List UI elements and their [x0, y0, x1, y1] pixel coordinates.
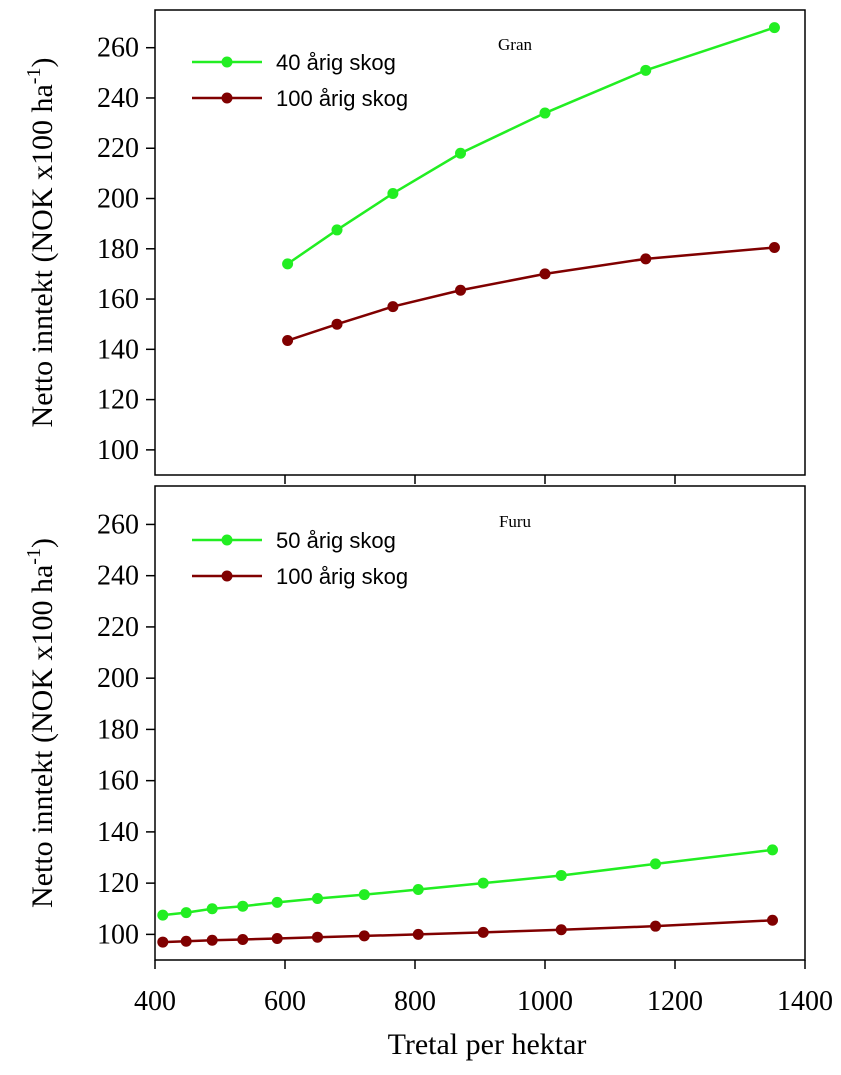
y-tick-label: 260 [97, 33, 139, 64]
y-axis-title-sup: -1 [23, 548, 45, 565]
x-tick-label: 1000 [517, 986, 573, 1017]
data-point [206, 934, 218, 946]
y-tick-label: 100 [97, 435, 139, 466]
data-point [331, 318, 343, 330]
data-point [358, 930, 370, 942]
data-point [768, 22, 780, 34]
x-tick-label: 1400 [777, 986, 833, 1017]
panel-2: 100 120 140 160 180 200 220 240 260 400 600 800 1000… [23, 485, 833, 1061]
data-point [312, 893, 323, 905]
y-tick-label: 240 [97, 83, 139, 114]
y-tick-label: 140 [97, 334, 139, 365]
data-point [387, 301, 399, 313]
x-axis-title: Tretal per hektar [388, 1028, 587, 1061]
legend-marker [221, 92, 233, 104]
data-point [237, 900, 249, 912]
y-tick-label: 220 [97, 612, 139, 643]
x-tick-label: 400 [134, 986, 176, 1017]
data-point [455, 284, 466, 296]
data-point [206, 903, 218, 915]
x-tick-label: 1200 [647, 986, 703, 1017]
panel-title: Gran [498, 35, 532, 54]
data-point [650, 858, 661, 870]
legend-label: 100 årig skog [276, 564, 408, 589]
y-tick-label: 200 [97, 663, 139, 694]
y-tick-label: 260 [97, 509, 139, 540]
data-point [271, 896, 283, 908]
data-point [282, 258, 294, 270]
data-point [640, 64, 652, 76]
y-axis-title-main: Netto inntekt (NOK x100 ha [26, 565, 59, 908]
legend-marker [221, 534, 233, 546]
series-line-2 [287, 246, 775, 342]
data-point [539, 268, 551, 280]
x-tick-label: 800 [394, 986, 436, 1017]
panel-1: 100 120 140 160 180 200 220 240 260 Gran Netto inn… [23, 9, 806, 484]
y-tick-label: 220 [97, 133, 139, 164]
y-axis-title-main: Netto inntekt (NOK x100 ha [26, 84, 59, 427]
data-point [282, 335, 294, 347]
legend-marker [221, 56, 233, 68]
data-point [640, 253, 652, 265]
panel-title: Furu [499, 512, 532, 531]
data-point [455, 147, 466, 159]
y-tick-label: 200 [97, 184, 139, 215]
y-axis-title-close: ) [26, 58, 59, 68]
data-point [237, 934, 249, 946]
legend-label: 50 årig skog [276, 528, 396, 553]
data-point [180, 907, 192, 919]
legend-label: 100 årig skog [276, 86, 408, 111]
data-point [157, 936, 169, 948]
legend-label: 40 årig skog [276, 50, 396, 75]
y-tick-label: 120 [97, 868, 139, 899]
data-point [555, 869, 567, 881]
data-point [477, 926, 489, 938]
data-point [477, 877, 489, 889]
y-tick-label: 160 [97, 284, 139, 315]
data-point [180, 935, 192, 947]
data-point [271, 932, 283, 944]
data-point [412, 928, 424, 940]
y-axis-title: Netto inntekt (NOK x100 ha-1) [23, 58, 59, 428]
legend-marker [221, 570, 233, 582]
y-tick-label: 180 [97, 234, 139, 265]
y-axis-title: Netto inntekt (NOK x100 ha-1) [23, 538, 59, 908]
y-tick-label: 160 [97, 766, 139, 797]
data-point [157, 909, 169, 921]
y-tick-label: 120 [97, 385, 139, 416]
data-point [768, 242, 780, 254]
data-point [412, 884, 424, 896]
data-point [650, 920, 661, 932]
series-line-2 [162, 919, 773, 944]
y-tick-label: 140 [97, 817, 139, 848]
y-tick-label: 180 [97, 714, 139, 745]
plot-frame [154, 485, 806, 961]
x-tick-label: 600 [264, 986, 306, 1017]
y-axis-title-close: ) [26, 538, 59, 548]
y-axis-title-sup: -1 [23, 68, 45, 85]
data-point [358, 889, 370, 901]
series-line-1 [162, 848, 773, 917]
plot-frame [154, 9, 806, 476]
data-point [555, 924, 567, 936]
data-point [312, 931, 323, 943]
data-point [331, 224, 343, 236]
data-point [539, 107, 551, 119]
data-point [767, 914, 778, 926]
data-point [767, 844, 778, 856]
y-tick-label: 100 [97, 919, 139, 950]
y-tick-label: 240 [97, 561, 139, 592]
data-point [387, 187, 399, 199]
